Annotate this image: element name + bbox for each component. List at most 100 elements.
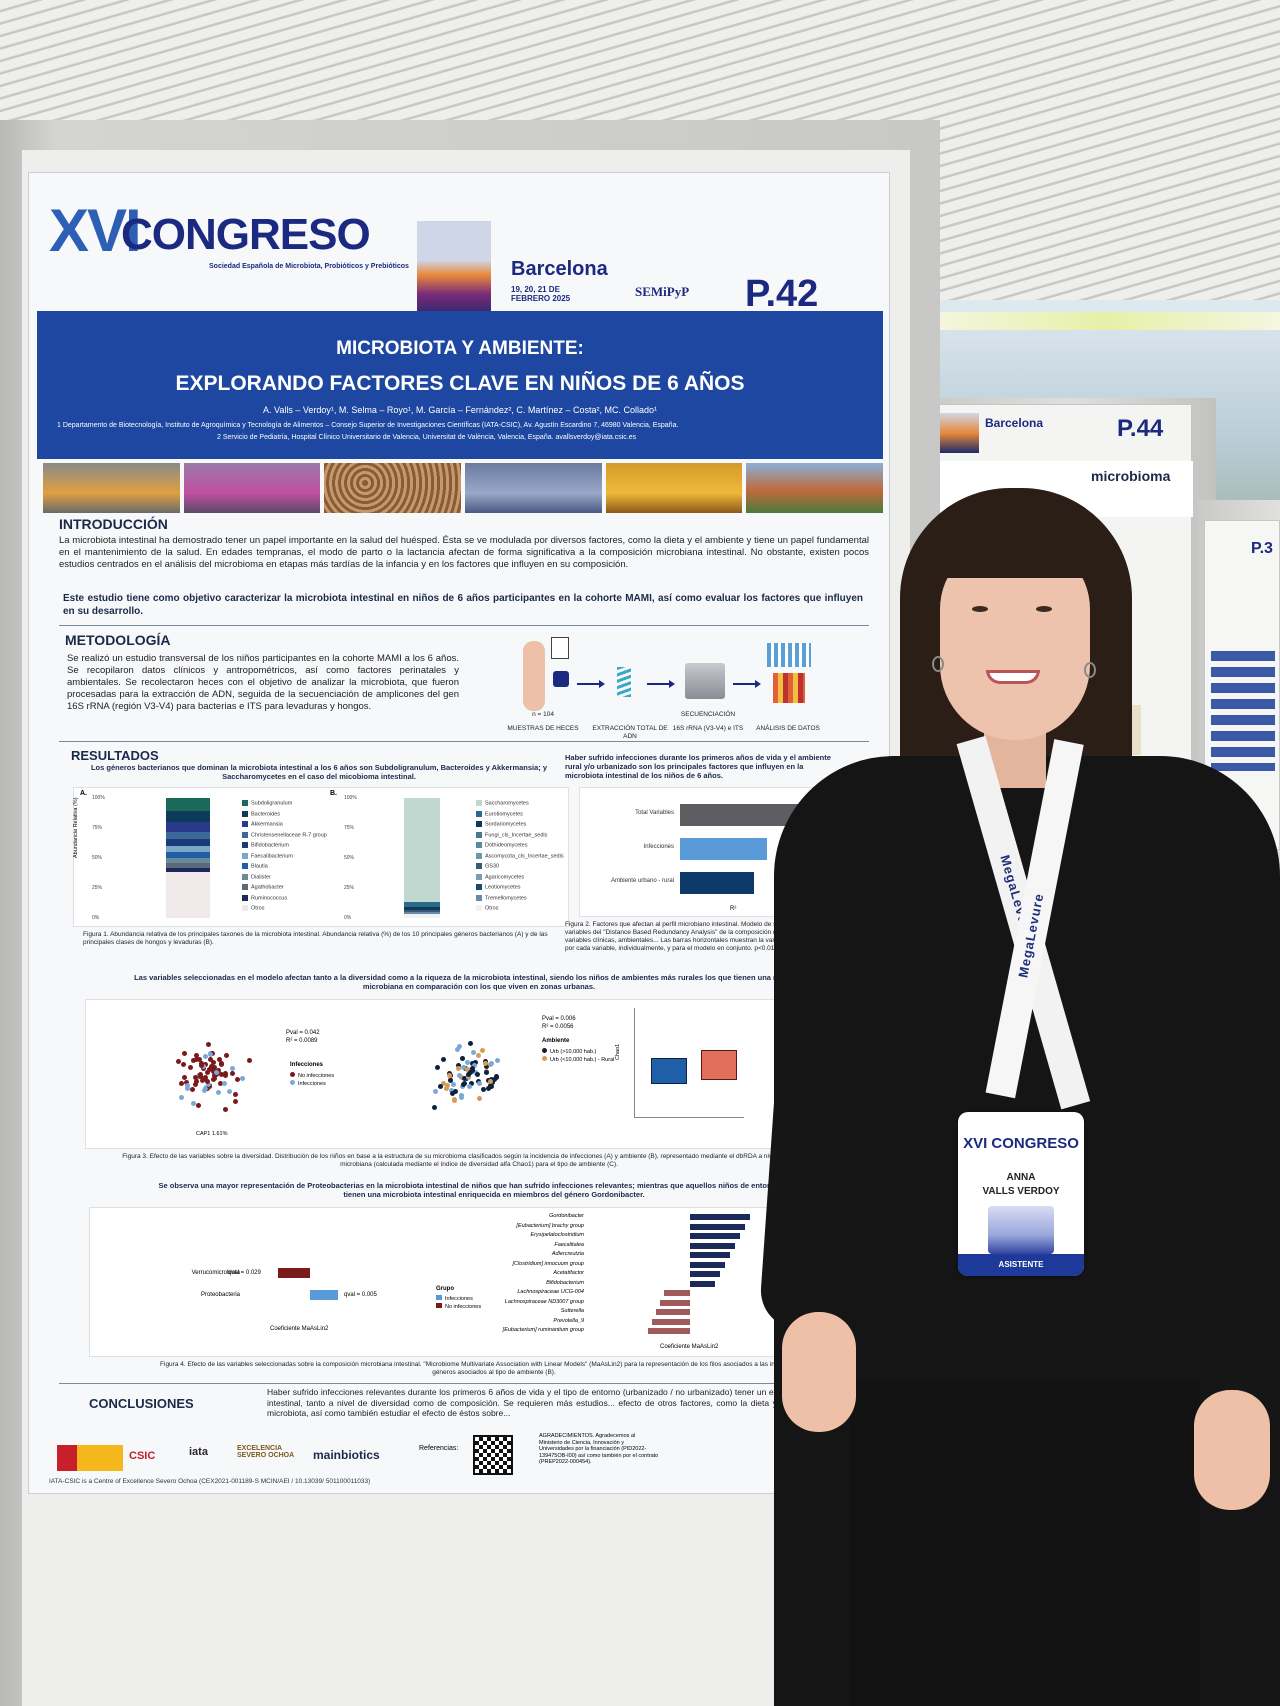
scatter-point (456, 1063, 462, 1069)
scatter-point (222, 1107, 228, 1113)
legend-swatch (242, 905, 248, 911)
figure-4: Verrucomicrobiota qval = 0.029 Proteobacte… (89, 1207, 829, 1357)
badge-congress-logo: XVI CONGRESO (963, 1135, 1079, 1152)
fig1-b-stacked-bar (404, 798, 440, 918)
fig4b-category-label: Gordonibacter (549, 1213, 584, 1219)
axis-tick-label: 50% (92, 855, 103, 861)
scatter-point (461, 1081, 467, 1087)
scatter-point (223, 1072, 229, 1078)
scatter-point (435, 1064, 441, 1070)
qr-code[interactable] (473, 1435, 513, 1475)
fig3-title: Las variables seleccionadas en el modelo… (134, 973, 824, 991)
stack-segment (166, 798, 210, 812)
stack-segment (404, 907, 440, 910)
right-eye (1036, 606, 1052, 612)
fig4a-qval: qval = 0.029 (228, 1270, 261, 1276)
scatter-point (208, 1056, 214, 1062)
scatter-point (472, 1059, 478, 1065)
fig4b-bar (664, 1290, 690, 1296)
right-hand (1194, 1390, 1270, 1510)
legend-entry: Sordariomycetes (476, 821, 526, 828)
scatter-point (476, 1053, 482, 1059)
legend-entry: Dialister (242, 873, 271, 881)
left-eye (972, 606, 988, 612)
fig1-a-legend: Subdoligranulum Bacteroides Akkermansia Chr… (242, 800, 328, 920)
scatter-point (190, 1058, 196, 1064)
name-badge: XVI CONGRESO ANNA VALLS VERDOY ASISTENTE (958, 1112, 1084, 1276)
smile (986, 670, 1040, 684)
conclusions-text: Haber sufrido infecciones relevantes dur… (267, 1387, 867, 1419)
affiliation-1: 1 Departamento de Biotecnología, Institu… (57, 422, 679, 429)
fig4a-qval: qval = 0.005 (344, 1292, 377, 1298)
scatter-point (450, 1090, 456, 1096)
fig4-legend-label-2: No infecciones (445, 1304, 482, 1310)
scientific-poster: XVI CONGRESO Sociedad Española de Microb… (28, 172, 890, 1494)
scatter-point (232, 1091, 238, 1097)
scatter-point (459, 1055, 465, 1061)
fig2-title: Haber sufrido infecciones durante los pr… (565, 753, 831, 780)
figure-3: Pval = 0.042 R² = 0.0089 Infecciones No … (85, 999, 829, 1149)
fig4b-category-label: Adlercreutzia (551, 1251, 584, 1257)
fig3-a-pval: Pval = 0.042 (286, 1030, 320, 1036)
scatter-point (466, 1083, 472, 1089)
congress-word: CONGRESO (121, 210, 371, 259)
fig4b-category-label: Lachnospiraceae ND3007 group (504, 1298, 584, 1305)
legend-swatch (242, 831, 248, 838)
scatter-point (469, 1067, 475, 1073)
fig3-b-legend-title: Ambiente (542, 1038, 570, 1044)
poster-authors: A. Valls – Verdoy¹, M. Selma – Royo¹, M.… (263, 405, 657, 415)
legend-swatch (476, 863, 482, 869)
legend-entry: GS30 (476, 863, 499, 870)
scatter-point (460, 1065, 466, 1071)
fig4b-category-label: Lachnospiraceae UCG-004 (517, 1289, 584, 1295)
stack-segment (166, 852, 210, 858)
scatter-point (456, 1073, 462, 1079)
axis-tick-label: 0% (344, 915, 352, 921)
fig2-caption: Figura 2. Factores que afectan al perfil… (565, 921, 833, 953)
fig3-b-legend-item-2: Urb (<10.000 hab.) - Rural (542, 1056, 614, 1064)
scatter-point (199, 1062, 205, 1068)
fig3-a-legend-label-2: Infecciones (298, 1081, 326, 1087)
fig1-a-stacked-bar (166, 798, 210, 918)
fig1-panel-b: B. (330, 790, 337, 797)
fig3-caption: Figura 3. Efecto de las variables sobre … (122, 1153, 836, 1169)
fig3-b-legend-item-1: Urb (>10.000 hab.) (542, 1048, 596, 1056)
scatter-point (488, 1082, 494, 1088)
stack-segment (166, 822, 210, 832)
background-poster-code: P.44 (1117, 415, 1164, 442)
fig4b-bar (690, 1271, 720, 1277)
scatter-point (455, 1046, 461, 1052)
seeds-photo (324, 463, 462, 513)
axis-tick-label: 25% (344, 885, 355, 891)
fig4b-bar (690, 1233, 740, 1239)
fig4b-bar (690, 1214, 750, 1220)
legend-swatch (242, 863, 248, 869)
scatter-point (227, 1088, 233, 1094)
background-poster-city-image (939, 413, 979, 453)
divider (59, 625, 869, 626)
scatter-point (451, 1081, 457, 1087)
lab-tubes-photo (183, 463, 321, 513)
scatter-point (180, 1061, 186, 1067)
scatter-point (239, 1076, 245, 1082)
title-band: MICROBIOTA Y AMBIENTE: EXPLORANDO FACTOR… (37, 311, 883, 459)
scatter-point (208, 1064, 214, 1070)
scatter-point (202, 1087, 208, 1093)
scatter-point (212, 1075, 218, 1081)
scatter-point (457, 1044, 463, 1050)
scatter-point (202, 1075, 208, 1081)
fig3-a-scatter (126, 1014, 276, 1124)
legend-entry: Fungi_cls_Incertae_sedis (476, 831, 547, 839)
conclusions-heading: CONCLUSIONES (89, 1396, 194, 1411)
step-dna-extraction: EXTRACCIÓN TOTAL DE ADN (592, 725, 668, 740)
fig1-title: Los géneros bacterianos que dominan la m… (90, 763, 548, 781)
method-text: Se realizó un estudio transversal de los… (67, 653, 459, 712)
scatter-point (483, 1064, 489, 1070)
legend-entry: Tremellomycetes (476, 894, 527, 902)
legend-swatch (242, 800, 248, 806)
fig4b-category-label: [Eubacterium] ruminantium group (502, 1327, 584, 1333)
society-name: Sociedad Española de Microbiota, Probiót… (209, 263, 409, 270)
scatter-point (444, 1082, 450, 1088)
barcelona-skyline-image (417, 221, 491, 319)
scatter-point (198, 1073, 204, 1079)
